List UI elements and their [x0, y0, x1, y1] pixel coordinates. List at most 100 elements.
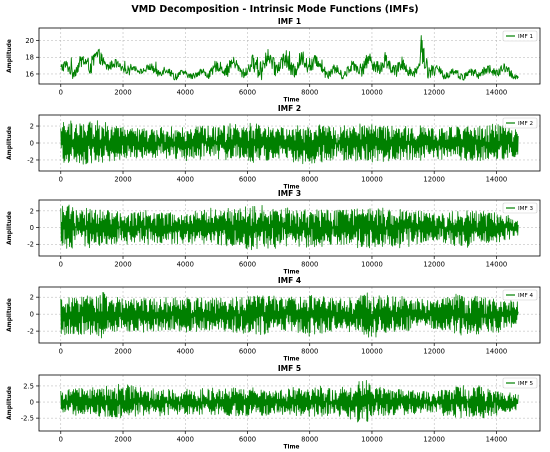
legend-box	[502, 117, 538, 129]
x-tick-label: 12000	[423, 348, 445, 356]
x-tick-label: 12000	[423, 89, 445, 97]
y-axis-label: Amplitude	[7, 386, 13, 420]
x-tick-label: 0	[59, 176, 63, 184]
x-tick-label: 14000	[486, 261, 508, 269]
x-tick-label: 10000	[361, 176, 383, 184]
x-tick-label: 0	[59, 436, 63, 444]
x-tick-label: 6000	[239, 436, 256, 444]
series-line-imf-5	[60, 379, 519, 423]
x-tick-label: 2000	[114, 176, 131, 184]
x-axis-label: Time	[284, 357, 300, 363]
x-tick-label: 0	[59, 89, 63, 97]
panel-title: IMF 4	[278, 276, 301, 285]
y-axis-label: Amplitude	[7, 298, 13, 332]
y-tick-label: 2	[30, 294, 34, 302]
panel-title: IMF 5	[278, 364, 301, 373]
y-tick-label: 2	[30, 207, 34, 215]
series-line-imf-2	[60, 120, 519, 165]
legend-label: IMF 2	[518, 121, 533, 127]
x-tick-label: 6000	[239, 89, 256, 97]
series-line-imf-1	[60, 35, 519, 81]
y-axis-label: Amplitude	[7, 126, 13, 160]
x-axis-label: Time	[284, 270, 300, 276]
legend: IMF 5	[502, 377, 538, 389]
panel-imf-3: IMF 3 0 2000 4000 6000 8000 10000 12000 14000 -2 0…	[7, 189, 541, 276]
y-tick-label: 2	[30, 122, 34, 130]
x-tick-label: 10000	[361, 261, 383, 269]
y-tick-label: 0	[30, 398, 34, 406]
x-tick-label: 0	[59, 261, 63, 269]
panel-imf-2: IMF 2 0 2000 4000 6000 8000 10000 12000 14000 -2 0…	[7, 104, 541, 191]
x-tick-label: 8000	[301, 348, 318, 356]
x-tick-label: 8000	[301, 261, 318, 269]
y-tick-label: 0	[30, 139, 34, 147]
panel-imf-1: IMF 1 0 2000 4000 6000 8000 10000 12000 14000 16 1…	[7, 17, 541, 104]
figure-title: VMD Decomposition - Intrinsic Mode Funct…	[131, 4, 418, 15]
series-line-imf-3	[60, 204, 519, 251]
panel-title: IMF 1	[278, 17, 301, 26]
legend: IMF 3	[502, 202, 538, 214]
axes-frame	[38, 199, 541, 257]
legend-label: IMF 3	[518, 206, 533, 212]
panel-title: IMF 2	[278, 104, 301, 113]
x-tick-label: 14000	[486, 348, 508, 356]
panel-imf-4: IMF 4 0 2000 4000 6000 8000 10000 12000 14000 -2 0…	[7, 276, 541, 363]
x-tick-label: 12000	[423, 176, 445, 184]
x-tick-label: 10000	[361, 348, 383, 356]
x-tick-label: 8000	[301, 89, 318, 97]
x-tick-label: 0	[59, 348, 63, 356]
legend-label: IMF 4	[518, 293, 533, 299]
series-line-imf-4	[60, 291, 519, 339]
x-tick-label: 12000	[423, 261, 445, 269]
y-tick-label: -2	[27, 156, 34, 164]
y-tick-label: 16	[25, 70, 34, 78]
legend-box	[502, 30, 538, 42]
x-tick-label: 2000	[114, 89, 131, 97]
axes-frame	[38, 286, 541, 344]
x-tick-label: 14000	[486, 89, 508, 97]
panel-title: IMF 3	[278, 189, 301, 198]
x-tick-label: 10000	[361, 89, 383, 97]
legend-box	[502, 377, 538, 389]
y-tick-label: 0	[30, 224, 34, 232]
x-tick-label: 8000	[301, 436, 318, 444]
x-tick-label: 12000	[423, 436, 445, 444]
y-tick-label: 18	[25, 54, 34, 62]
grid	[39, 28, 540, 84]
x-axis-label: Time	[284, 185, 300, 191]
legend-box	[502, 202, 538, 214]
legend-label: IMF 5	[518, 381, 533, 387]
x-tick-label: 4000	[177, 176, 194, 184]
y-tick-label: 2.5	[23, 382, 34, 390]
x-tick-label: 4000	[177, 436, 194, 444]
y-axis-label: Amplitude	[7, 39, 13, 73]
x-tick-label: 6000	[239, 261, 256, 269]
y-tick-label: -2.5	[21, 415, 34, 423]
legend-box	[502, 289, 538, 301]
axes-frame	[38, 27, 541, 85]
x-tick-label: 10000	[361, 436, 383, 444]
legend: IMF 2	[502, 117, 538, 129]
y-axis-label: Amplitude	[7, 211, 13, 245]
x-tick-label: 4000	[177, 348, 194, 356]
legend: IMF 1	[502, 30, 538, 42]
axes-frame	[38, 374, 541, 432]
x-tick-label: 8000	[301, 176, 318, 184]
x-tick-label: 2000	[114, 436, 131, 444]
y-tick-label: 20	[25, 37, 34, 45]
x-tick-label: 4000	[177, 89, 194, 97]
y-tick-label: 0	[30, 311, 34, 319]
x-tick-label: 14000	[486, 436, 508, 444]
x-axis-label: Time	[284, 98, 300, 104]
x-axis-label: Time	[284, 445, 300, 451]
y-tick-label: -2	[27, 241, 34, 249]
x-tick-label: 6000	[239, 348, 256, 356]
y-tick-label: -2	[27, 328, 34, 336]
panels: IMF 10 2000 4000 6000 8000 10000 12000 14000161…	[7, 17, 541, 451]
x-tick-label: 4000	[177, 261, 194, 269]
legend-label: IMF 1	[518, 34, 533, 40]
x-tick-label: 6000	[239, 176, 256, 184]
legend: IMF 4	[502, 289, 538, 301]
x-tick-label: 2000	[114, 261, 131, 269]
